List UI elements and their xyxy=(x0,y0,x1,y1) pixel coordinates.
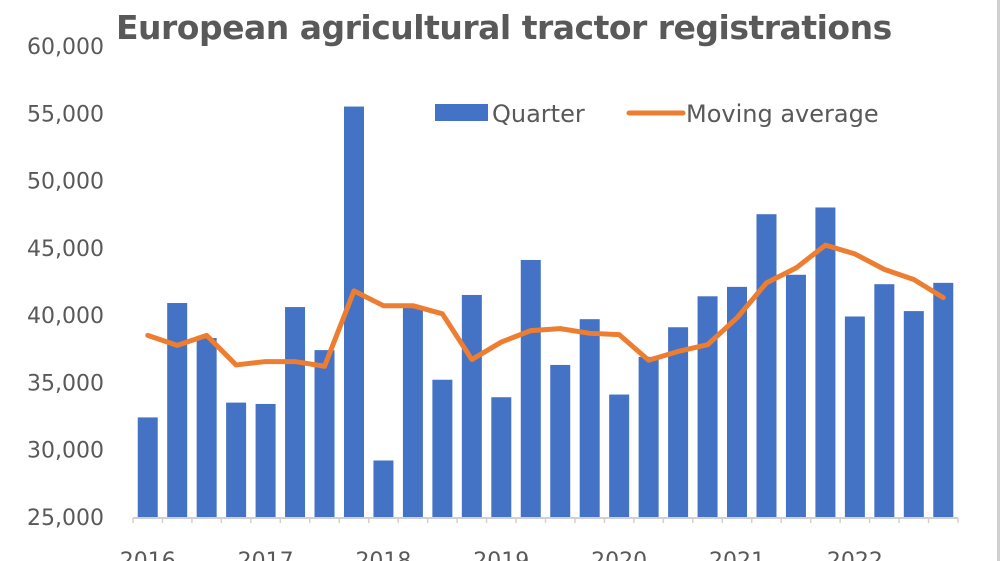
bar xyxy=(609,394,630,517)
bar xyxy=(933,282,954,517)
bar xyxy=(668,327,689,517)
bar xyxy=(402,307,423,517)
x-tick-label: 2018 xyxy=(355,549,411,561)
x-tick-label: 2019 xyxy=(473,549,529,561)
bar xyxy=(579,319,600,517)
bar xyxy=(727,286,748,517)
bar xyxy=(314,350,335,517)
frame-border xyxy=(997,0,1000,561)
bar xyxy=(491,397,512,517)
bar xyxy=(255,403,276,517)
chart-title: European agricultural tractor registrati… xyxy=(116,8,892,47)
x-tick-label: 2022 xyxy=(827,549,883,561)
bar xyxy=(874,284,895,517)
y-tick-label: 30,000 xyxy=(27,439,104,464)
y-tick-label: 45,000 xyxy=(27,237,104,262)
legend-label-moving-average: Moving average xyxy=(686,100,879,128)
x-tick-label: 2020 xyxy=(591,549,647,561)
y-tick-label: 35,000 xyxy=(27,371,104,396)
bar xyxy=(697,296,718,517)
x-tick-label: 2016 xyxy=(120,549,176,561)
bar xyxy=(196,338,217,517)
bar xyxy=(432,379,453,517)
bar xyxy=(785,274,806,517)
y-tick-label: 25,000 xyxy=(27,506,104,531)
bar xyxy=(226,402,247,517)
bar xyxy=(844,316,865,517)
legend-label-quarter: Quarter xyxy=(492,100,585,128)
y-tick-label: 55,000 xyxy=(27,102,104,127)
bar xyxy=(520,259,541,517)
bar xyxy=(461,294,482,517)
legend-swatch-quarter xyxy=(435,104,488,121)
x-tick-label: 2017 xyxy=(238,549,294,561)
bar xyxy=(638,356,659,517)
bar xyxy=(550,364,571,517)
bar xyxy=(285,307,306,517)
moving-average-line xyxy=(145,242,946,369)
bar xyxy=(756,214,777,517)
bar xyxy=(815,207,836,517)
bar xyxy=(343,106,364,518)
y-tick-label: 60,000 xyxy=(27,35,104,60)
y-tick-label: 50,000 xyxy=(27,170,104,195)
y-tick-label: 40,000 xyxy=(27,304,104,329)
bar xyxy=(373,460,394,517)
bar xyxy=(903,311,924,517)
bar xyxy=(167,303,188,517)
bar xyxy=(137,417,158,517)
x-tick-label: 2021 xyxy=(709,549,765,561)
